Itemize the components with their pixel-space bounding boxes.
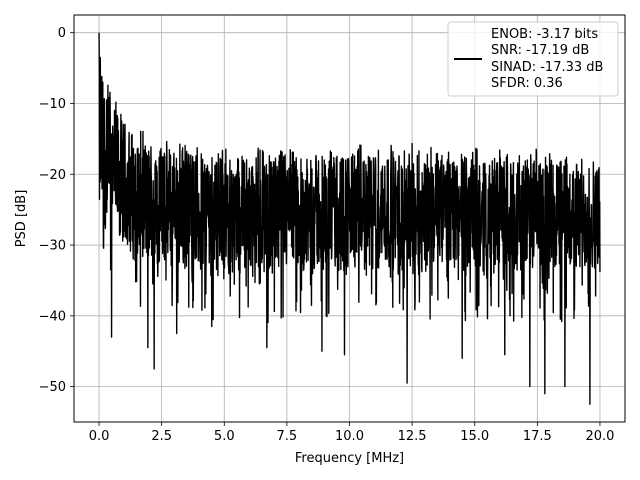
psd-series-line	[98, 32, 601, 405]
y-axis-label: PSD [dB]	[14, 190, 29, 248]
y-axis: 0 −10 −20 −30 −40 −50	[39, 26, 74, 395]
y-tick-label: −50	[39, 380, 66, 395]
legend: ENOB: -3.17 bits SNR: -17.19 dB SINAD: -…	[447, 21, 619, 97]
x-tick-label: 5.0	[214, 429, 235, 444]
x-tick-label: 15.0	[460, 429, 489, 444]
x-tick-label: 0.0	[89, 429, 110, 444]
series-psd	[98, 32, 601, 405]
x-tick-label: 12.5	[398, 429, 427, 444]
y-tick-label: −30	[39, 239, 66, 254]
y-tick-label: 0	[58, 26, 66, 41]
y-tick-label: −40	[39, 309, 66, 324]
y-tick-label: −10	[39, 97, 66, 112]
legend-entry-snr: SNR: -17.19 dB	[491, 43, 589, 58]
y-tick-label: −20	[39, 168, 66, 183]
legend-entry-sinad: SINAD: -17.33 dB	[491, 60, 603, 75]
x-axis: 0.0 2.5 5.0 7.5 10.0 12.5 15.0 17.5 20.0	[89, 422, 614, 444]
x-tick-label: 20.0	[585, 429, 614, 444]
x-tick-label: 2.5	[151, 429, 172, 444]
legend-entry-sfdr: SFDR: 0.36	[491, 76, 563, 91]
x-axis-label: Frequency [MHz]	[295, 451, 404, 466]
x-tick-label: 7.5	[277, 429, 298, 444]
x-tick-label: 10.0	[335, 429, 364, 444]
legend-entry-enob: ENOB: -3.17 bits	[491, 27, 598, 42]
x-tick-label: 17.5	[523, 429, 552, 444]
legend-box	[447, 21, 619, 97]
